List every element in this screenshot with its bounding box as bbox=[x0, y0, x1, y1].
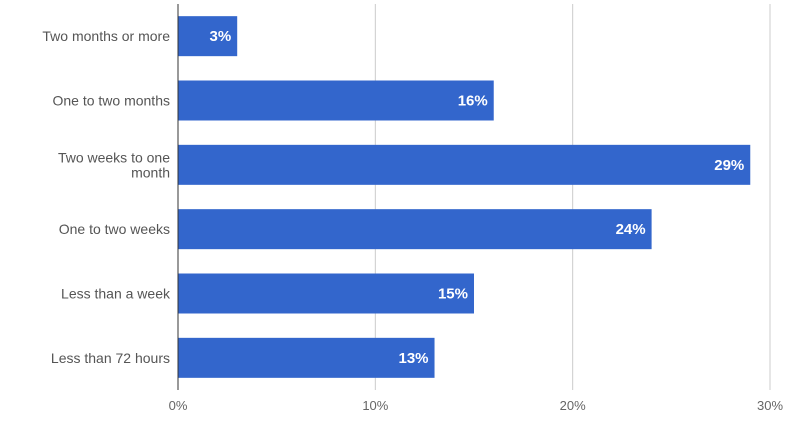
category-label: Two months or more bbox=[42, 28, 170, 44]
x-axis-ticks: 0% 10% 20% 30% bbox=[169, 398, 784, 413]
x-tick-label: 0% bbox=[169, 398, 188, 413]
x-tick-label: 30% bbox=[757, 398, 783, 413]
category-label: Less than a week bbox=[61, 286, 171, 302]
bar bbox=[178, 337, 435, 378]
data-label: 15% bbox=[438, 286, 468, 303]
bar bbox=[178, 144, 751, 185]
x-tick-label: 10% bbox=[362, 398, 388, 413]
bar bbox=[178, 80, 494, 121]
bars: 3% 16% 29% 24% 15% 13% bbox=[178, 16, 751, 378]
x-tick-label: 20% bbox=[560, 398, 586, 413]
category-labels: Two months or more One to two months Two w… bbox=[42, 28, 171, 366]
data-label: 24% bbox=[616, 221, 646, 238]
category-label: One to two weeks bbox=[59, 221, 170, 237]
data-label: 16% bbox=[458, 93, 488, 110]
category-label: Two weeks to one month bbox=[58, 149, 170, 180]
bar bbox=[178, 16, 238, 57]
gridlines bbox=[374, 4, 771, 390]
bar bbox=[178, 209, 652, 250]
bar bbox=[178, 273, 474, 314]
data-label: 13% bbox=[399, 350, 429, 367]
category-label: Less than 72 hours bbox=[51, 350, 170, 366]
data-label: 3% bbox=[210, 28, 232, 45]
category-label: One to two months bbox=[52, 93, 170, 109]
data-label: 29% bbox=[714, 157, 744, 174]
